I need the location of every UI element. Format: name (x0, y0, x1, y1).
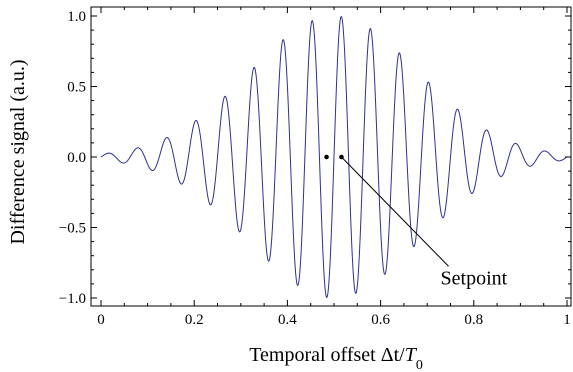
y-tick-label: 0.5 (67, 80, 86, 96)
series-layer (100, 15, 568, 299)
x-axis-ticks: 0 0.2 0.4 0.6 0.8 1 (97, 7, 571, 328)
x-tick-label: 0.4 (278, 312, 297, 328)
setpoint-label: Setpoint (441, 267, 508, 289)
x-axis-title: Temporal offset Δt/T0 (249, 344, 423, 372)
setpoint-marker (324, 154, 329, 160)
plot-border (90, 6, 572, 307)
x-axis-title-subscript: 0 (416, 358, 423, 372)
x-tick-label: 1 (563, 312, 571, 328)
y-axis-title: Difference signal (a.u.) (7, 59, 29, 244)
x-tick-label: 0.6 (371, 312, 390, 328)
x-tick-label: 0.2 (185, 312, 204, 328)
annotation-layer: Setpoint (324, 154, 508, 289)
x-tick-label: 0.8 (464, 312, 483, 328)
y-tick-label: −0.5 (59, 221, 86, 237)
x-axis-title-symbol: T (405, 344, 418, 366)
x-tick-label: 0 (97, 312, 105, 328)
y-tick-label: −1.0 (59, 291, 86, 307)
y-axis-ticks: 1.0 0.5 0.0 −0.5 −1.0 (59, 9, 571, 307)
y-tick-label: 0.0 (67, 150, 86, 166)
setpoint-leader-line (341, 156, 449, 267)
plot-frame (90, 6, 572, 307)
y-tick-label: 1.0 (67, 9, 86, 25)
signal-series-line (100, 15, 568, 299)
